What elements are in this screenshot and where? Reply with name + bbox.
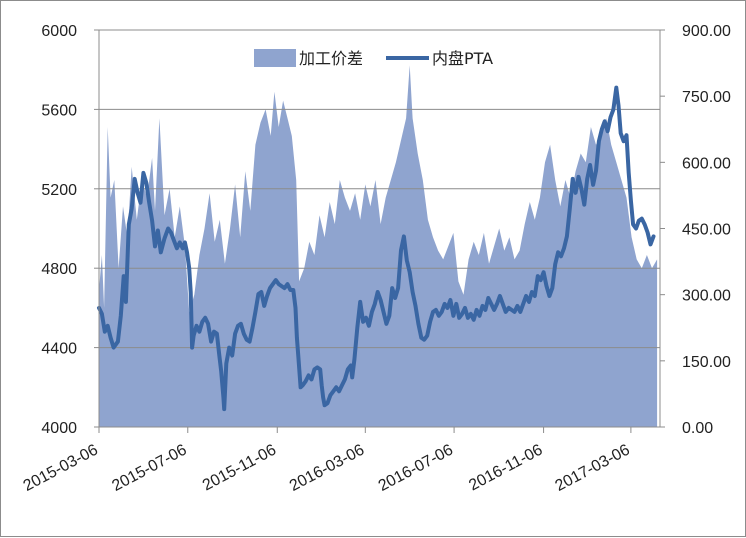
x-tick-label: 2017-03-06 — [553, 441, 633, 494]
y-left-tick-label: 4800 — [41, 261, 77, 278]
x-tick-label: 2016-07-06 — [376, 441, 456, 494]
y-left-tick-label: 4400 — [41, 341, 77, 358]
x-tick-label: 2015-11-06 — [200, 441, 279, 494]
line-series-pta — [97, 85, 656, 412]
x-tick-label: 2016-03-06 — [287, 441, 367, 494]
y-right-tick-label: 600.00 — [682, 155, 731, 172]
y-left-tick-label: 6000 — [41, 23, 77, 40]
y-right-tick-label: 900.00 — [682, 23, 731, 40]
legend-label-line: 内盘PTA — [432, 49, 493, 68]
y-right-tick-label: 0.00 — [682, 420, 713, 437]
y-right-tick-label: 300.00 — [682, 288, 731, 305]
legend: 加工价差 内盘PTA — [254, 49, 493, 68]
area-layer — [99, 65, 658, 428]
y-right-tick-label: 750.00 — [682, 89, 731, 106]
line-layer — [97, 85, 656, 412]
legend-swatch-area — [254, 49, 296, 67]
y-right-tick-label: 450.00 — [682, 222, 731, 239]
y-left-tick-label: 5200 — [41, 182, 77, 199]
y-left-tick-label: 4000 — [41, 420, 77, 437]
legend-label-area: 加工价差 — [299, 49, 363, 68]
x-tick-label: 2016-11-06 — [466, 441, 545, 494]
y-left-tick-label: 5600 — [41, 102, 77, 119]
x-tick-label: 2015-03-06 — [21, 441, 101, 494]
x-tick-label: 2015-07-06 — [109, 441, 189, 494]
y-right-tick-label: 150.00 — [682, 354, 731, 371]
area-series-processing-spread — [99, 65, 658, 428]
